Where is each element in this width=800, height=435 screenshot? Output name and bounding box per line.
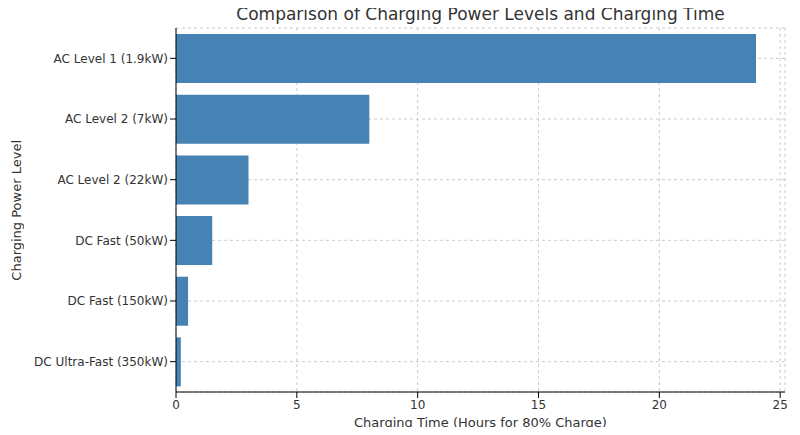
svg-text:10: 10 <box>410 398 425 412</box>
svg-text:25: 25 <box>773 398 788 412</box>
svg-text:DC Ultra-Fast (350kW): DC Ultra-Fast (350kW) <box>34 355 168 369</box>
svg-text:DC Fast (150kW): DC Fast (150kW) <box>68 294 168 308</box>
svg-text:5: 5 <box>293 398 301 412</box>
svg-text:Charging Time (Hours for 80% C: Charging Time (Hours for 80% Charge) <box>354 415 607 427</box>
html-text:Comparison of Charging Power L: Comparison of Charging Power Levels and … <box>236 4 725 24</box>
html-text:Charging Power Level: Charging Power Level <box>8 139 24 281</box>
svg-text:AC Level 2 (7kW): AC Level 2 (7kW) <box>65 112 168 126</box>
svg-text:AC Level 1 (1.9kW): AC Level 1 (1.9kW) <box>54 52 168 66</box>
svg-text:DC Fast (50kW): DC Fast (50kW) <box>75 234 168 248</box>
svg-text:AC Level 2 (22kW): AC Level 2 (22kW) <box>57 173 168 187</box>
svg-text:20: 20 <box>652 398 667 412</box>
svg-text:15: 15 <box>531 398 546 412</box>
svg-text:0: 0 <box>172 398 180 412</box>
